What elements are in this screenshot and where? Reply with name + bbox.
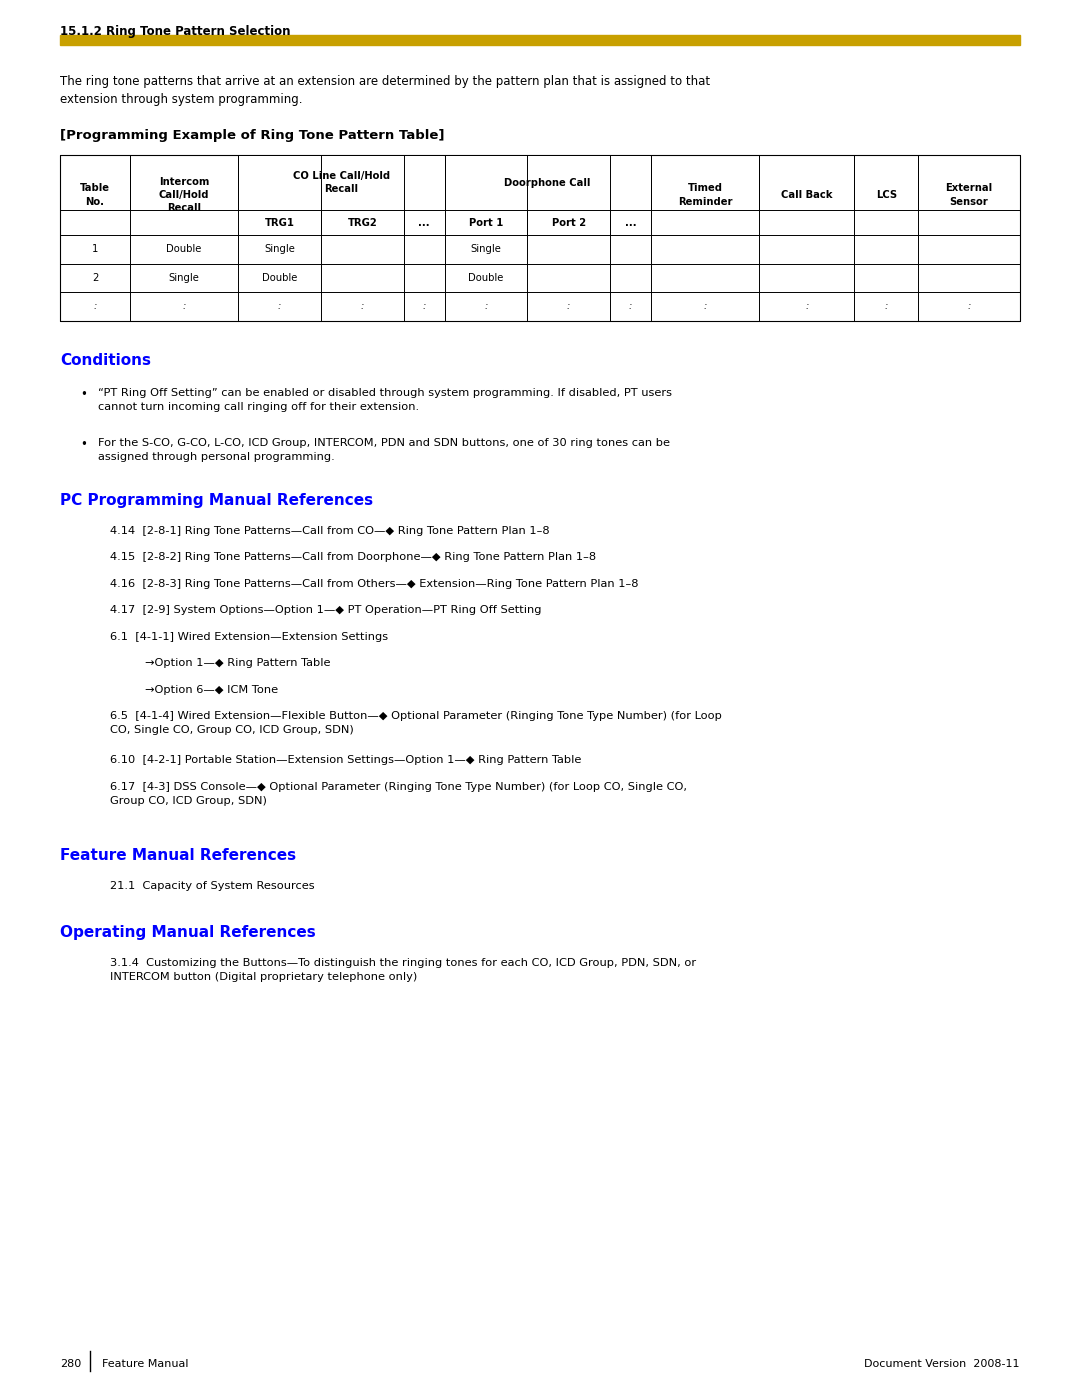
Text: For the S-CO, G-CO, L-CO, ICD Group, INTERCOM, PDN and SDN buttons, one of 30 ri: For the S-CO, G-CO, L-CO, ICD Group, INT… xyxy=(98,437,670,461)
Text: Single: Single xyxy=(471,244,501,254)
Text: :: : xyxy=(885,302,888,312)
Text: TRG1: TRG1 xyxy=(265,218,295,228)
Bar xyxy=(60,155,1020,320)
Text: CO Line Call/Hold
Recall: CO Line Call/Hold Recall xyxy=(293,170,390,194)
Text: Call Back: Call Back xyxy=(781,190,833,200)
Text: 4.17  [2-9] System Options—Option 1—◆ PT Operation—PT Ring Off Setting: 4.17 [2-9] System Options—Option 1—◆ PT … xyxy=(110,605,541,615)
Text: •: • xyxy=(80,387,86,401)
Bar xyxy=(445,155,650,210)
Text: :: : xyxy=(703,302,706,312)
Text: External
Sensor: External Sensor xyxy=(945,183,993,207)
Text: 6.10  [4-2-1] Portable Station—Extension Settings—Option 1—◆ Ring Pattern Table: 6.10 [4-2-1] Portable Station—Extension … xyxy=(110,754,581,766)
Text: Double: Double xyxy=(166,244,202,254)
Text: :: : xyxy=(93,302,97,312)
Text: 6.1  [4-1-1] Wired Extension—Extension Settings: 6.1 [4-1-1] Wired Extension—Extension Se… xyxy=(110,631,388,641)
Text: :: : xyxy=(567,302,570,312)
Text: Double: Double xyxy=(469,272,503,282)
Text: Intercom
Call/Hold
Recall: Intercom Call/Hold Recall xyxy=(159,177,210,214)
Text: Port 1: Port 1 xyxy=(469,218,503,228)
Text: Feature Manual: Feature Manual xyxy=(102,1359,189,1369)
Text: Single: Single xyxy=(265,244,295,254)
Text: 1: 1 xyxy=(92,244,98,254)
Text: :: : xyxy=(361,302,364,312)
Text: Conditions: Conditions xyxy=(60,352,151,367)
Text: Port 2: Port 2 xyxy=(552,218,585,228)
Text: 280: 280 xyxy=(60,1359,81,1369)
Text: “PT Ring Off Setting” can be enabled or disabled through system programming. If : “PT Ring Off Setting” can be enabled or … xyxy=(98,387,672,412)
Text: Doorphone Call: Doorphone Call xyxy=(504,177,591,187)
Text: 4.15  [2-8-2] Ring Tone Patterns—Call from Doorphone—◆ Ring Tone Pattern Plan 1–: 4.15 [2-8-2] Ring Tone Patterns—Call fro… xyxy=(110,552,596,562)
Text: 4.14  [2-8-1] Ring Tone Patterns—Call from CO—◆ Ring Tone Pattern Plan 1–8: 4.14 [2-8-1] Ring Tone Patterns—Call fro… xyxy=(110,525,550,535)
Text: Timed
Reminder: Timed Reminder xyxy=(677,183,732,207)
Bar xyxy=(239,155,444,210)
Text: →Option 1—◆ Ring Pattern Table: →Option 1—◆ Ring Pattern Table xyxy=(145,658,330,668)
Text: :: : xyxy=(422,302,426,312)
Text: Single: Single xyxy=(168,272,200,282)
Text: →Option 6—◆ ICM Tone: →Option 6—◆ ICM Tone xyxy=(145,685,279,694)
Text: [Programming Example of Ring Tone Pattern Table]: [Programming Example of Ring Tone Patter… xyxy=(60,129,445,142)
Text: TRG2: TRG2 xyxy=(348,218,377,228)
Text: 21.1  Capacity of System Resources: 21.1 Capacity of System Resources xyxy=(110,880,314,890)
Text: 15.1.2 Ring Tone Pattern Selection: 15.1.2 Ring Tone Pattern Selection xyxy=(60,25,291,38)
Text: •: • xyxy=(80,437,86,450)
Text: :: : xyxy=(629,302,632,312)
Text: 2: 2 xyxy=(92,272,98,282)
Text: LCS: LCS xyxy=(876,190,896,200)
Text: ...: ... xyxy=(418,218,430,228)
Text: 6.5  [4-1-4] Wired Extension—Flexible Button—◆ Optional Parameter (Ringing Tone : 6.5 [4-1-4] Wired Extension—Flexible But… xyxy=(110,711,721,735)
Text: :: : xyxy=(183,302,186,312)
Text: 6.17  [4-3] DSS Console—◆ Optional Parameter (Ringing Tone Type Number) (for Loo: 6.17 [4-3] DSS Console—◆ Optional Parame… xyxy=(110,781,687,806)
Text: 3.1.4  Customizing the Buttons—To distinguish the ringing tones for each CO, ICD: 3.1.4 Customizing the Buttons—To disting… xyxy=(110,958,697,982)
Text: :: : xyxy=(968,302,971,312)
Text: :: : xyxy=(805,302,809,312)
Text: Document Version  2008-11: Document Version 2008-11 xyxy=(864,1359,1020,1369)
Text: The ring tone patterns that arrive at an extension are determined by the pattern: The ring tone patterns that arrive at an… xyxy=(60,75,711,106)
Text: Table
No.: Table No. xyxy=(80,183,110,207)
Text: PC Programming Manual References: PC Programming Manual References xyxy=(60,493,373,507)
Text: 4.16  [2-8-3] Ring Tone Patterns—Call from Others—◆ Extension—Ring Tone Pattern : 4.16 [2-8-3] Ring Tone Patterns—Call fro… xyxy=(110,578,638,588)
Text: Double: Double xyxy=(262,272,297,282)
Bar xyxy=(60,35,1020,45)
Text: :: : xyxy=(484,302,487,312)
Text: :: : xyxy=(278,302,281,312)
Text: ...: ... xyxy=(624,218,636,228)
Text: Operating Manual References: Operating Manual References xyxy=(60,925,315,940)
Text: Feature Manual References: Feature Manual References xyxy=(60,848,296,862)
